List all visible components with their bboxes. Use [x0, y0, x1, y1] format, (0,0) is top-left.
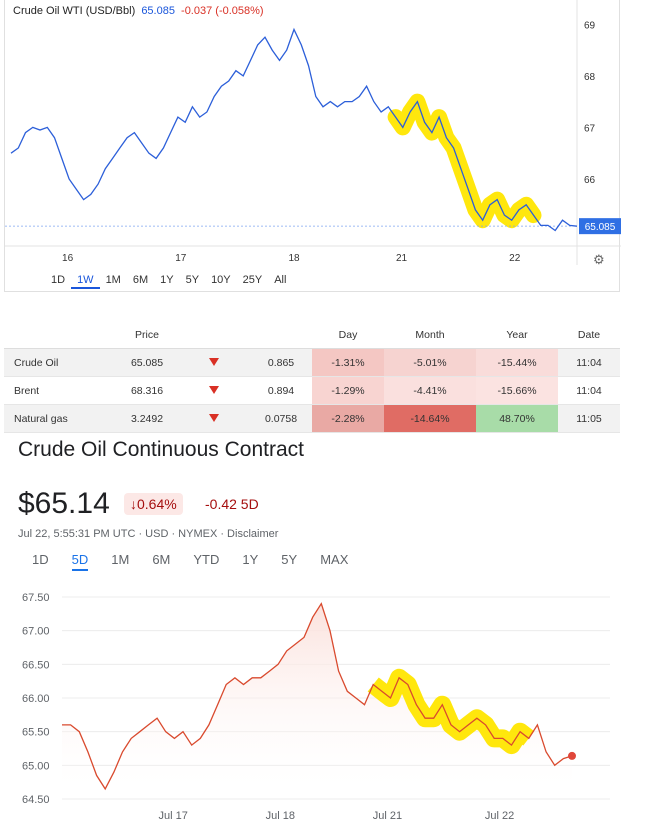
- table-row[interactable]: Crude Oil 65.085 0.865 -1.31% -5.01% -15.44% 1…: [4, 348, 620, 377]
- x-tick-label: 21: [396, 253, 408, 264]
- column-header: [4, 322, 116, 349]
- range-tab-5d[interactable]: 5D: [71, 552, 89, 571]
- change-cell: 0.894: [250, 376, 312, 405]
- date-cell: 11:05: [558, 404, 620, 433]
- day-change-cell: -2.28%: [312, 404, 384, 433]
- month-change-cell: -14.64%: [384, 404, 476, 433]
- column-header: [250, 322, 312, 349]
- range-tab-max[interactable]: MAX: [320, 552, 349, 567]
- price-cell: 65.085: [116, 348, 178, 377]
- down-arrow-icon: [178, 348, 250, 377]
- range-tab-1w[interactable]: 1W: [71, 274, 100, 289]
- commodity-name: Brent: [4, 376, 116, 405]
- page-title: Crude Oil Continuous Contract: [18, 438, 304, 461]
- contract-area-chart[interactable]: 67.50 67.00 66.50 66.00 65.50 65.00 64.50 Jul 1…: [0, 580, 620, 825]
- range-tab-10y[interactable]: 10Y: [211, 274, 231, 286]
- day-change-cell: -1.29%: [312, 376, 384, 405]
- gear-icon[interactable]: ⚙: [593, 252, 605, 267]
- down-arrow-icon: [178, 404, 250, 433]
- column-header: [178, 322, 250, 349]
- price-tag-label: 65.085: [585, 222, 616, 233]
- x-tick-label: Jul 21: [373, 810, 402, 822]
- x-tick-label: 17: [175, 253, 187, 264]
- y-tick-label: 66.50: [22, 659, 50, 671]
- wti-line-chart[interactable]: 69 68 67 66 16 17 18 21 22 65.085: [5, 0, 621, 270]
- day-change-cell: -1.31%: [312, 348, 384, 377]
- range-tab-1m[interactable]: 1M: [111, 552, 130, 567]
- instrument-price: 65.085: [141, 5, 175, 17]
- highlight-band: [387, 93, 542, 229]
- price-series-line: [62, 602, 573, 791]
- y-tick-label: 68: [584, 72, 596, 83]
- change-cell: 0.865: [250, 348, 312, 377]
- price-cell: 68.316: [116, 376, 178, 405]
- x-tick-label: Jul 22: [485, 810, 514, 822]
- range-tab-25y[interactable]: 25Y: [242, 274, 263, 286]
- year-change-cell: -15.44%: [476, 348, 558, 377]
- month-change-cell: -4.41%: [384, 376, 476, 405]
- period-change: -0.42 5D: [205, 496, 259, 512]
- time-range-tabs: 1D 1W 1M 6M 1Y 5Y 10Y 25Y All: [45, 274, 292, 289]
- range-tab-1y[interactable]: 1Y: [242, 552, 259, 567]
- wti-chart-panel: Crude Oil WTI (USD/Bbl) 65.085 -0.037 (-…: [4, 0, 621, 292]
- current-price: $65.14: [18, 487, 110, 520]
- year-change-cell: -15.66%: [476, 376, 558, 405]
- date-cell: 11:04: [558, 376, 620, 405]
- year-change-cell: 48.70%: [476, 404, 558, 433]
- price-series-line: [10, 27, 578, 232]
- x-tick-label: Jul 17: [159, 810, 188, 822]
- x-tick-label: 18: [288, 253, 300, 264]
- column-header: Month: [384, 322, 476, 349]
- commodities-table: Price Day Month Year Date Crude Oil 65.085 0.8…: [4, 322, 620, 433]
- x-tick-label: Jul 18: [266, 810, 295, 822]
- commodity-name: Crude Oil: [4, 348, 116, 377]
- change-cell: 0.0758: [250, 404, 312, 433]
- y-tick-label: 66: [584, 175, 596, 186]
- y-tick-label: 64.50: [22, 794, 50, 806]
- column-header: Date: [558, 322, 620, 349]
- area-fill: [62, 603, 572, 799]
- commodity-name: Natural gas: [4, 404, 116, 433]
- month-change-cell: -5.01%: [384, 348, 476, 377]
- instrument-change: -0.037 (-0.058%): [181, 5, 264, 17]
- y-tick-label: 65.00: [22, 760, 50, 772]
- table-row[interactable]: Brent 68.316 0.894 -1.29% -4.41% -15.66% 11:04: [4, 376, 620, 405]
- x-tick-label: 22: [509, 253, 521, 264]
- table-row[interactable]: Natural gas 3.2492 0.0758 -2.28% -14.64% 48.7…: [4, 404, 620, 433]
- range-tab-1y[interactable]: 1Y: [160, 274, 174, 286]
- y-tick-label: 66.00: [22, 693, 50, 705]
- range-tab-1m[interactable]: 1M: [105, 274, 121, 286]
- range-tab-6m[interactable]: 6M: [152, 552, 171, 567]
- range-tab-1d[interactable]: 1D: [32, 552, 49, 567]
- last-price-dot: [568, 751, 576, 760]
- date-cell: 11:04: [558, 348, 620, 377]
- price-tag: [579, 218, 621, 235]
- range-tab-all[interactable]: All: [274, 274, 287, 286]
- range-tab-ytd[interactable]: YTD: [193, 552, 220, 567]
- range-tab-5y[interactable]: 5Y: [185, 274, 200, 286]
- column-header: Day: [312, 322, 384, 349]
- column-header: Price: [116, 322, 178, 349]
- quote-meta: Jul 22, 5:55:31 PM UTC · USD · NYMEX · D…: [18, 528, 279, 540]
- time-range-tabs-2: 1D 5D 1M 6M YTD 1Y 5Y MAX: [32, 552, 371, 571]
- price-cell: 3.2492: [116, 404, 178, 433]
- percent-change-badge: ↓0.64%: [124, 493, 183, 515]
- table-header-row: Price Day Month Year Date: [4, 322, 620, 349]
- range-tab-1d[interactable]: 1D: [51, 274, 66, 286]
- x-tick-label: 16: [62, 253, 74, 264]
- range-tab-6m[interactable]: 6M: [132, 274, 149, 286]
- y-tick-label: 65.50: [22, 727, 50, 739]
- y-tick-label: 67.50: [22, 592, 50, 604]
- instrument-name: Crude Oil WTI (USD/Bbl): [13, 5, 136, 17]
- range-tab-5y[interactable]: 5Y: [281, 552, 298, 567]
- y-tick-label: 67.00: [22, 626, 50, 638]
- wti-chart-title: Crude Oil WTI (USD/Bbl) 65.085 -0.037 (-…: [13, 5, 264, 17]
- y-tick-label: 67: [584, 123, 596, 134]
- down-arrow-icon: [178, 376, 250, 405]
- column-header: Year: [476, 322, 558, 349]
- y-tick-label: 69: [584, 20, 596, 31]
